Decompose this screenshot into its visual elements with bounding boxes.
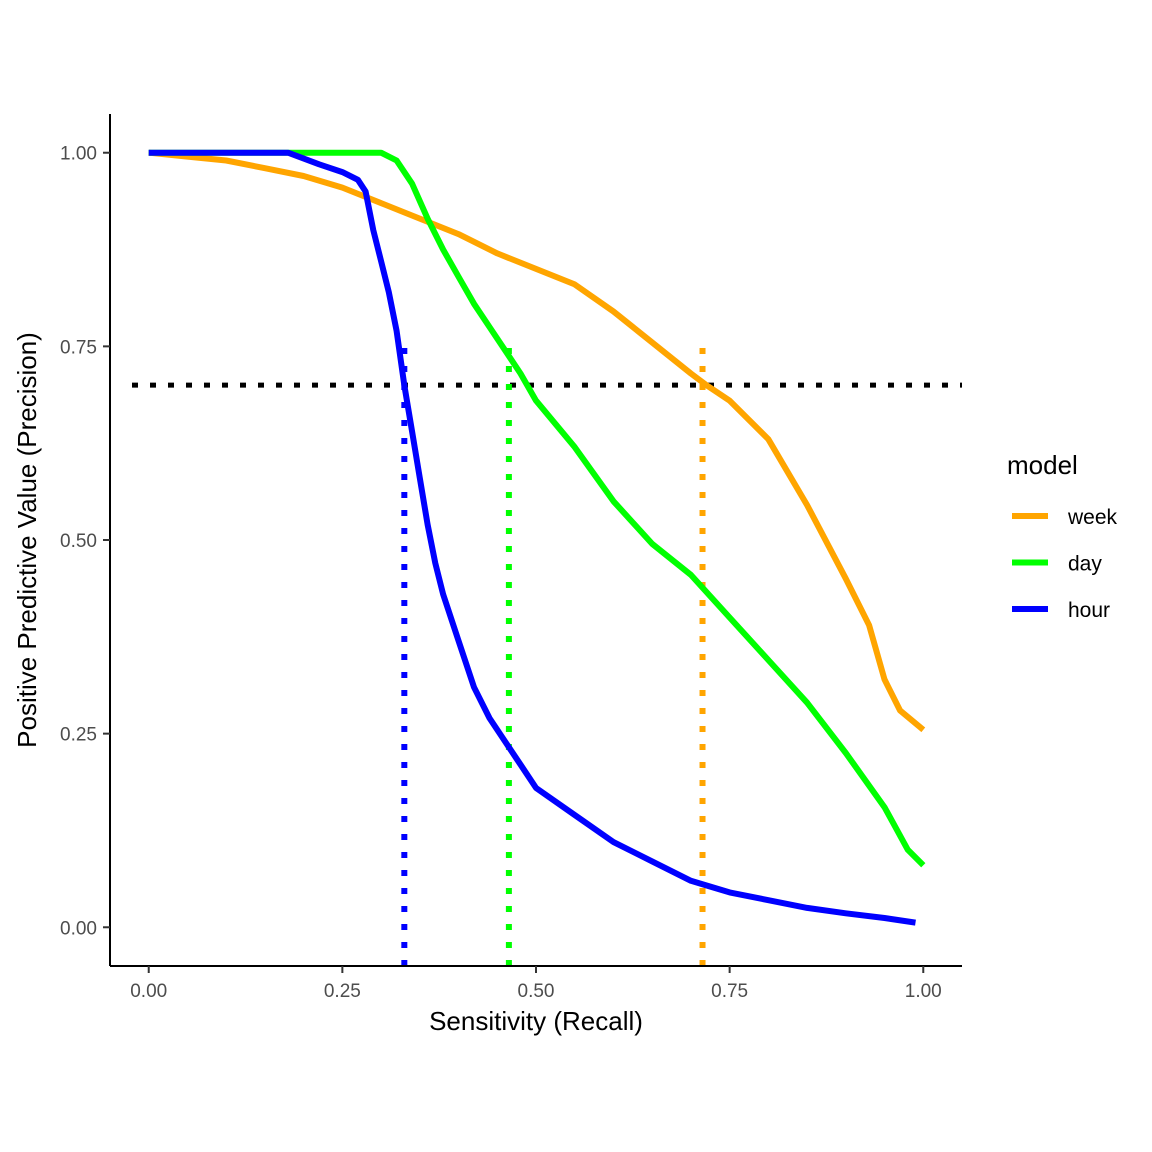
series-lines [148, 149, 926, 926]
series-line-day [148, 149, 926, 868]
x-tick-label: 0.50 [518, 981, 555, 1002]
x-tick-label: 0.75 [711, 981, 748, 1002]
y-tick-label: 1.00 [60, 144, 97, 165]
y-tick-label: 0.00 [60, 918, 97, 939]
y-ticks: 0.00 0.25 0.50 0.75 1.00 [60, 144, 110, 939]
legend: model week day hour [1007, 450, 1118, 622]
legend-label-hour: hour [1068, 599, 1110, 622]
plot-area [132, 149, 962, 966]
x-axis-title: Sensitivity (Recall) [429, 1006, 643, 1036]
legend-label-day: day [1068, 553, 1102, 576]
reference-lines [132, 346, 962, 966]
y-tick-label: 0.50 [60, 531, 97, 552]
series-line-hour [148, 149, 916, 926]
x-ticks: 0.00 0.25 0.50 0.75 1.00 [130, 966, 942, 1002]
x-tick-label: 0.00 [130, 981, 167, 1002]
legend-label-week: week [1067, 506, 1118, 529]
legend-title: model [1007, 450, 1078, 480]
y-axis-title: Positive Predictive Value (Precision) [12, 332, 42, 748]
legend-items: week day hour [1012, 506, 1118, 622]
series-line-week [148, 149, 926, 733]
x-tick-label: 1.00 [905, 981, 942, 1002]
y-tick-label: 0.25 [60, 725, 97, 746]
y-tick-label: 0.75 [60, 337, 97, 358]
x-tick-label: 0.25 [324, 981, 361, 1002]
